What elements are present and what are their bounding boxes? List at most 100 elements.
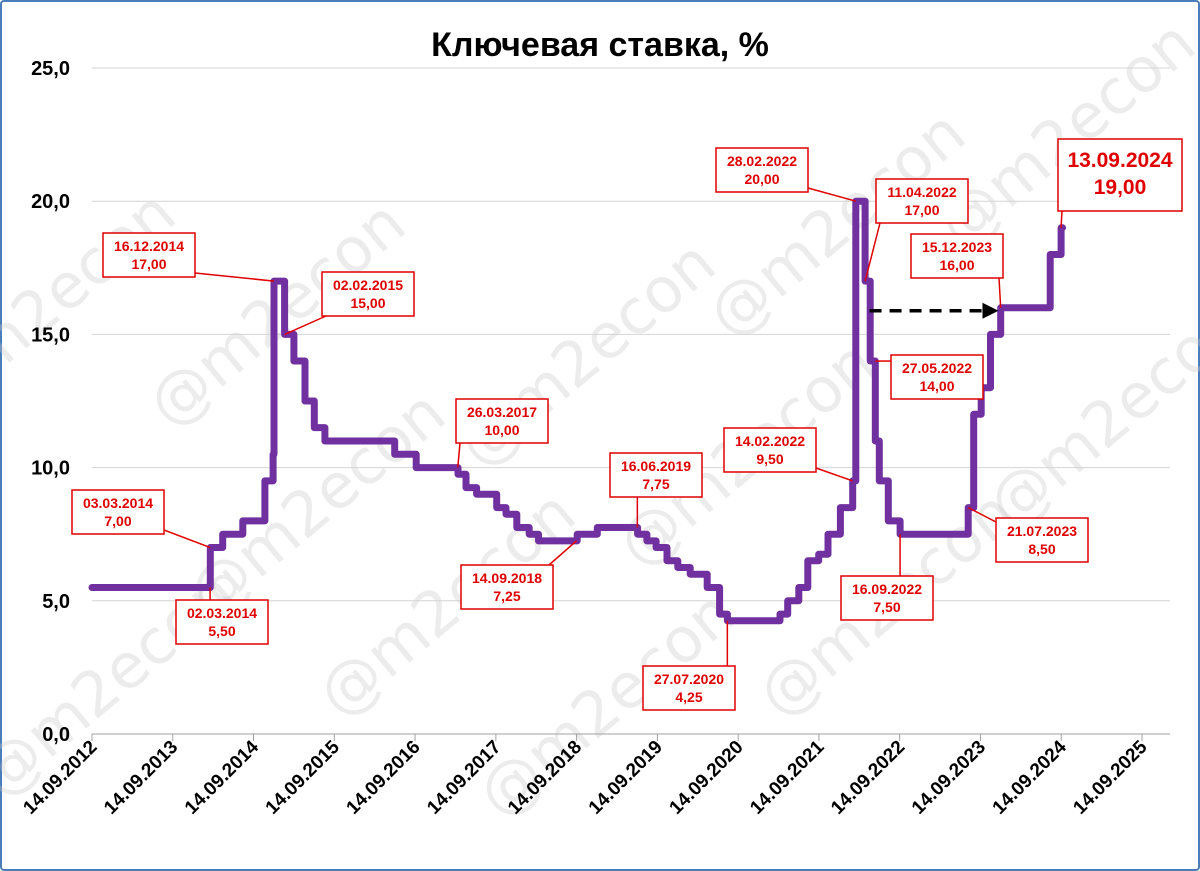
y-tick-label: 15,0 [31,324,70,346]
callout-text: 13.09.2024 [1067,149,1172,172]
callout-leader [163,529,211,549]
watermark-text: @m2econ [973,286,1200,542]
x-tick-label: 14.09.2013 [100,737,182,819]
y-tick-label: 25,0 [31,58,70,80]
x-tick-label: 14.09.2022 [827,737,909,819]
callout-box [890,354,984,400]
annotation-callout: 26.03.2017 10,00 [455,398,549,468]
callout-box [995,517,1089,563]
callout-box [102,232,196,278]
callout-text: 14.02.2022 [735,433,805,449]
annotation-callout: 02.02.2015 15,00 [284,271,415,336]
callout-leader [815,467,853,482]
callout-box [723,427,817,473]
callout-text: 03.03.2014 [83,495,153,511]
callout-box [715,147,809,193]
callout-text: 8,50 [1028,541,1055,557]
x-tick-label: 14.09.2015 [262,736,344,818]
x-tick-label: 14.09.2025 [1069,736,1151,818]
callout-leader [967,506,997,523]
callout-text: 20,00 [744,171,779,187]
callout-leader [807,187,857,202]
callout-leader [457,442,461,468]
dashed-arrow [869,302,999,319]
callout-box [1057,138,1183,212]
annotation-callout: 16.09.2022 7,50 [840,534,934,621]
callout-text: 27.05.2022 [902,360,972,376]
y-tick-label: 20,0 [31,191,70,213]
callout-text: 26.03.2017 [467,404,537,420]
callout-box [875,178,969,224]
annotation-callout: 15.12.2023 16,00 [910,233,1004,308]
callout-leader [284,315,327,336]
annotation-callout: 16.06.2019 7,75 [609,452,703,528]
callout-text: 11.04.2022 [887,184,957,200]
callout-text: 02.03.2014 [187,605,257,621]
x-tick-label: 14.09.2024 [989,736,1071,818]
callout-text: 19,00 [1094,176,1147,199]
callout-text: 16.06.2019 [621,458,691,474]
callout-text: 02.02.2015 [333,277,403,293]
annotation-callout: 27.05.2022 14,00 [875,354,984,400]
y-tick-label: 10,0 [31,458,70,480]
annotation-callout: 27.07.2020 4,25 [642,620,736,711]
callout-box [840,575,934,621]
annotation-callout: 02.03.2014 5,50 [175,587,269,645]
annotation-callout: 03.03.2014 7,00 [71,489,211,549]
callout-text: 10,00 [484,422,519,438]
callout-text: 16,00 [939,257,974,273]
callout-text: 16.09.2022 [852,581,922,597]
y-axis: 0,0 5,0 10,0 15,0 20,0 25,0 [31,58,70,746]
callout-text: 21.07.2023 [1007,523,1077,539]
annotation-callout: 11.04.2022 17,00 [864,178,969,282]
callout-leader [1060,210,1063,228]
y-tick-label: 0,0 [42,724,70,746]
callout-text: 17,00 [904,202,939,218]
y-tick-label: 5,0 [42,591,70,613]
x-tick-label: 14.09.2023 [908,737,990,819]
callout-text: 16.12.2014 [114,238,184,254]
callout-text: 4,25 [675,689,702,705]
callout-text: 15.12.2023 [922,239,992,255]
callout-box [460,564,554,610]
callout-leader [194,272,275,282]
callout-text: 14,00 [919,378,954,394]
callout-text: 7,00 [104,513,131,529]
callout-text: 9,50 [756,451,783,467]
callout-text: 17,00 [131,256,166,272]
callout-text: 7,25 [493,588,520,604]
callout-text: 27.07.2020 [654,671,724,687]
annotation-callout: 14.09.2018 7,25 [460,540,578,610]
annotations-layer: 16.12.2014 17,00 02.02.2015 15,00 03.03.2014… [71,138,1183,711]
callout-box [175,599,269,645]
callout-box [910,233,1004,279]
annotation-callout: 28.02.2022 20,00 [715,147,857,202]
callout-leader [864,222,881,282]
callout-text: 15,00 [350,295,385,311]
x-tick-label: 14.09.2014 [181,736,263,818]
callout-text: 7,75 [642,476,669,492]
annotation-callout: 13.09.2024 19,00 [1057,138,1183,228]
annotation-callout: 16.12.2014 17,00 [102,232,275,282]
annotation-callout: 21.07.2023 8,50 [967,506,1089,563]
callout-text: 14.09.2018 [472,570,542,586]
series-layer [88,197,1067,625]
callout-text: 5,50 [208,623,235,639]
watermark-layer: @m2econ@m2econ@m2econ@m2econ@m2econ@m2ec… [0,6,1200,832]
callout-box [642,665,736,711]
x-tick-label: 14.09.2021 [746,736,828,818]
x-tick-label: 14.09.2020 [666,737,748,819]
rate-line [88,197,1067,625]
callout-box [455,398,549,444]
callout-box [321,271,415,317]
callout-leader [548,540,578,566]
annotation-callout: 14.02.2022 9,50 [723,427,853,482]
callout-box [609,452,703,498]
callout-box [71,489,165,535]
x-tick-label: 14.09.2016 [343,737,425,819]
callout-text: 7,50 [873,599,900,615]
callout-leader [998,277,1002,308]
callout-text: 28.02.2022 [727,153,797,169]
